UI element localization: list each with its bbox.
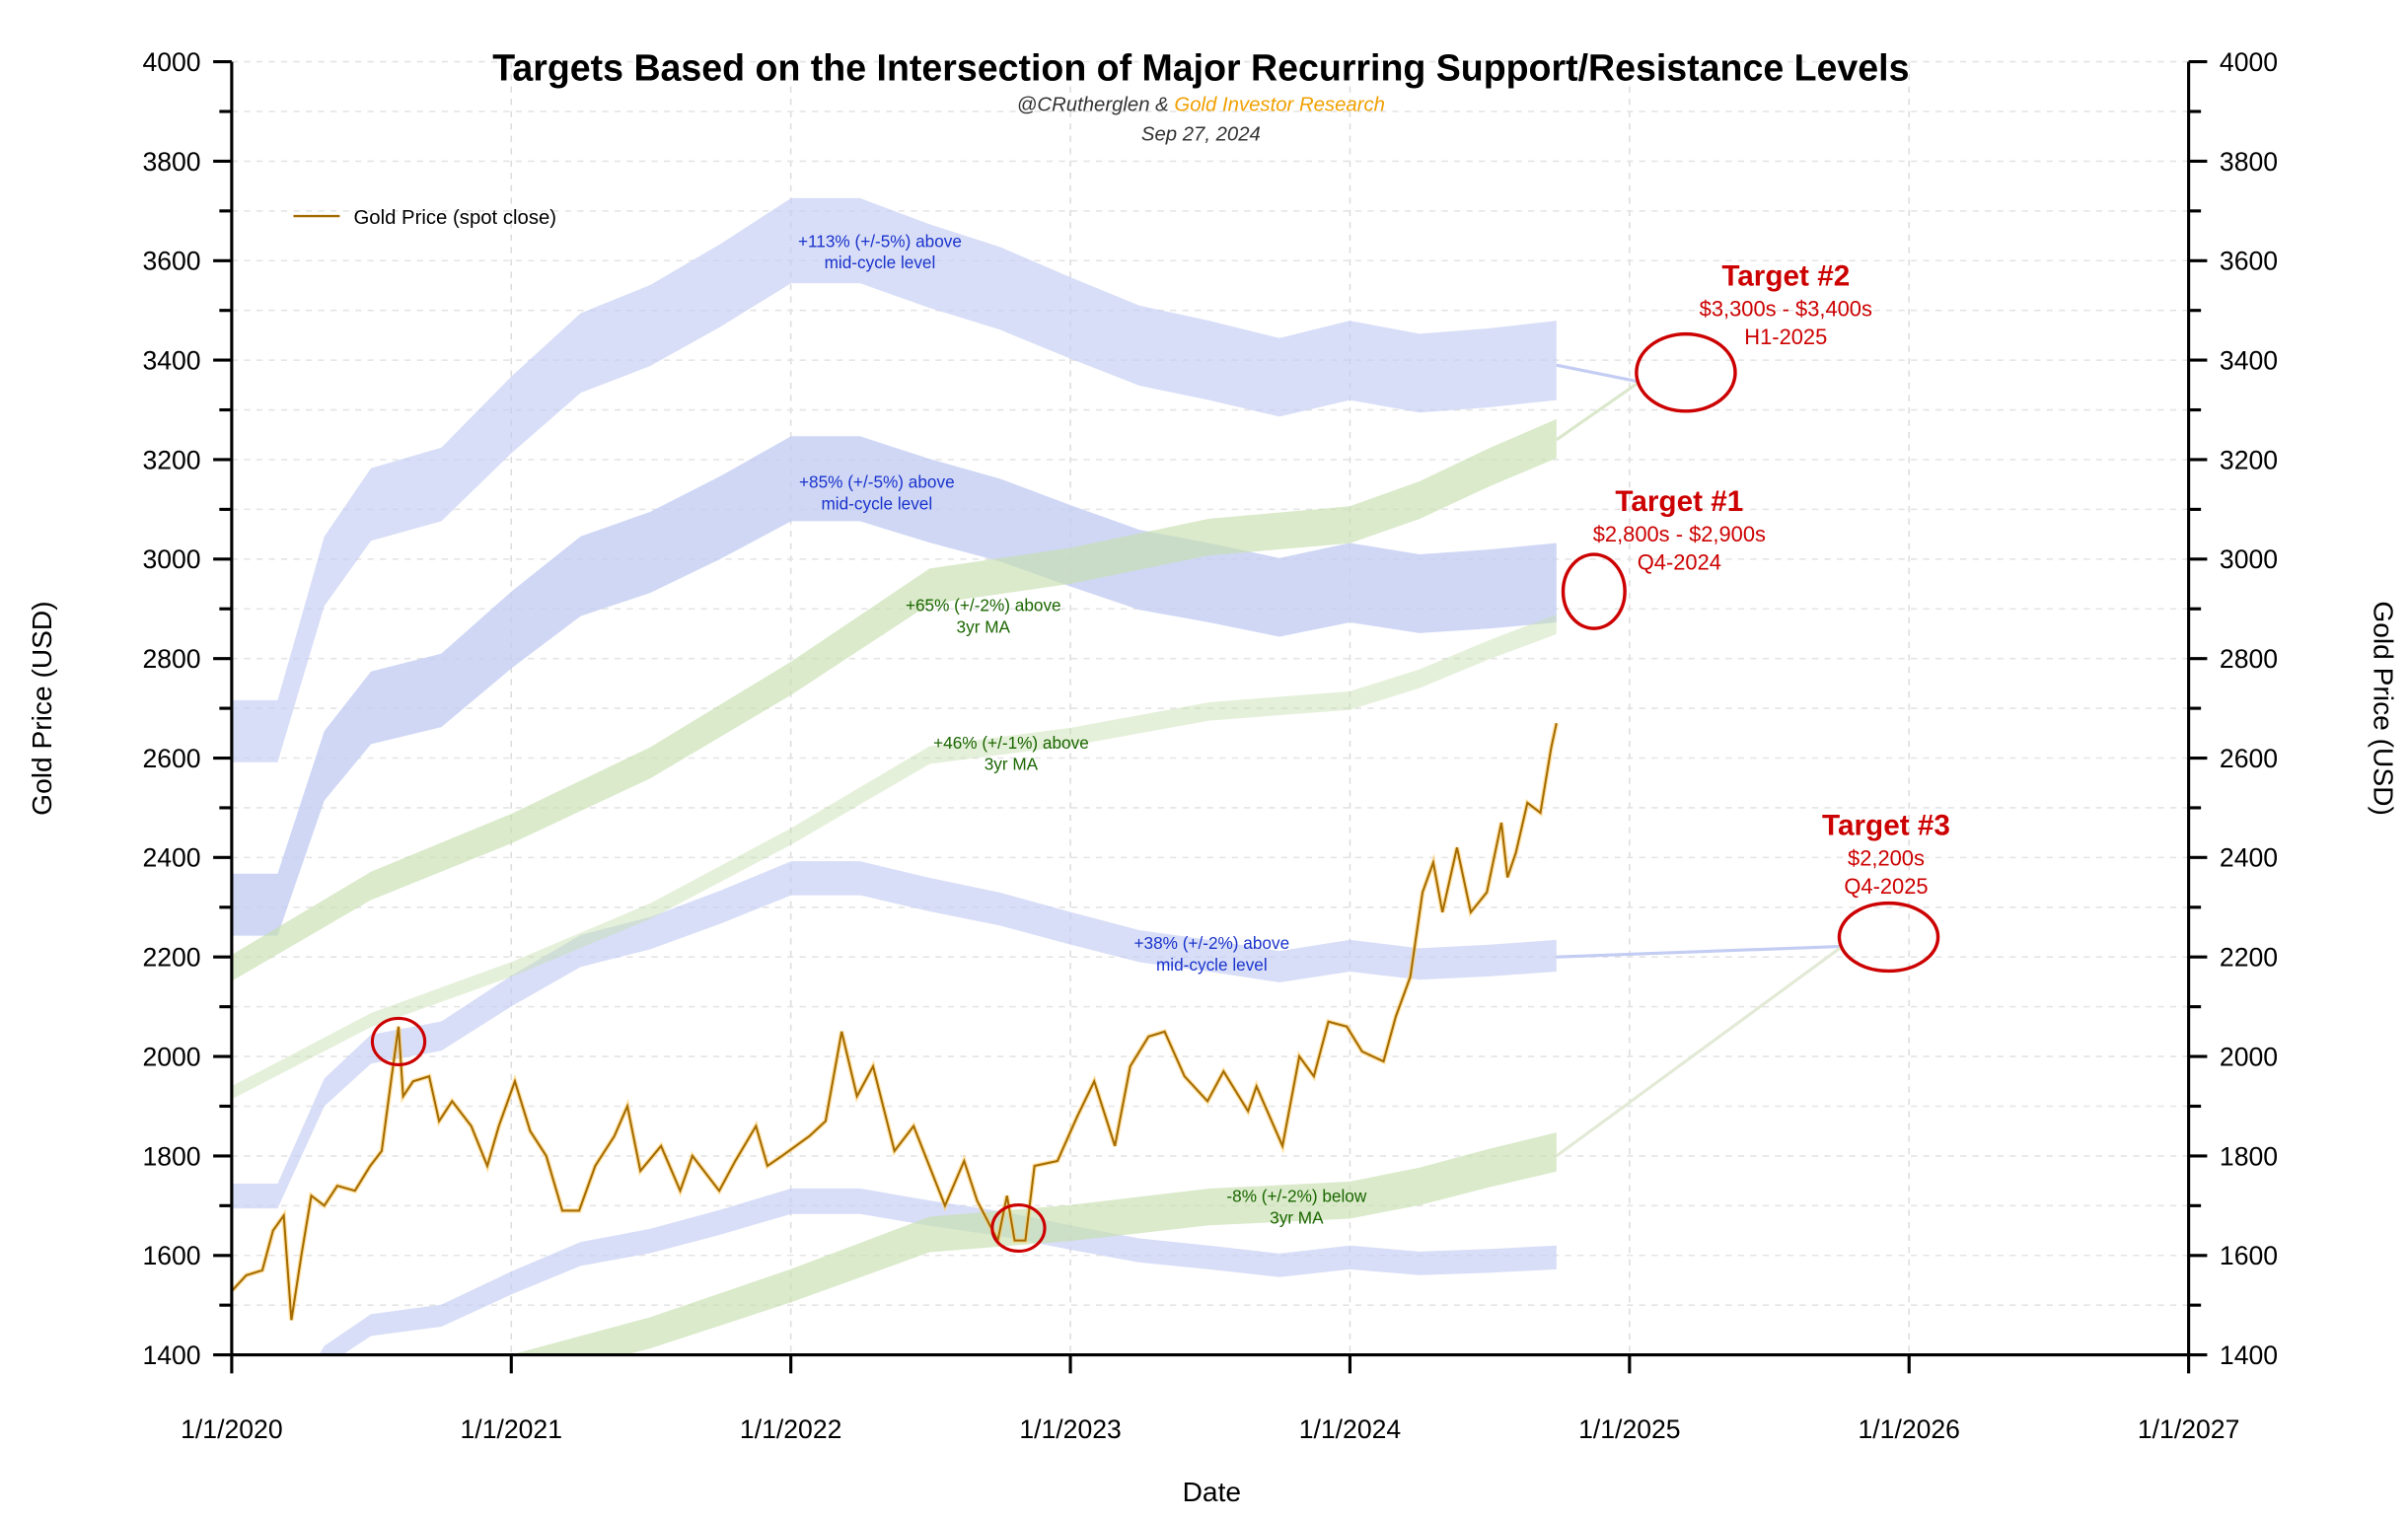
x-tick-label: 1/1/2027 bbox=[2138, 1414, 2239, 1444]
target-title: Target #2 bbox=[1721, 259, 1850, 292]
x-tick-label: 1/1/2024 bbox=[1299, 1414, 1401, 1444]
band-label: +85% (+/-5%) above bbox=[799, 471, 955, 491]
target-range: $2,200s bbox=[1848, 846, 1925, 871]
y-tick-label-left: 1800 bbox=[142, 1141, 200, 1171]
band-label: mid-cycle level bbox=[825, 253, 936, 272]
y-tick-label-right: 3600 bbox=[2220, 247, 2278, 276]
y-tick-label-left: 3000 bbox=[142, 544, 200, 574]
target-period: Q4-2025 bbox=[1844, 874, 1928, 899]
y-tick-label-right: 2200 bbox=[2220, 943, 2278, 973]
band-label: 3yr MA bbox=[957, 616, 1011, 636]
subtitle-author: @CRutherglen & bbox=[1017, 95, 1169, 116]
band-label: +113% (+/-5%) above bbox=[798, 231, 962, 251]
y-tick-label-left: 2200 bbox=[142, 943, 200, 973]
band-85pct bbox=[231, 436, 1557, 936]
chart-title: Targets Based on the Intersection of Maj… bbox=[492, 46, 1909, 88]
y-tick-label-right: 1800 bbox=[2220, 1141, 2278, 1171]
band-label: +46% (+/-1%) above bbox=[933, 733, 1089, 753]
band-label: mid-cycle level bbox=[821, 493, 932, 513]
y-tick-label-left: 3600 bbox=[142, 247, 200, 276]
target-circle bbox=[1561, 552, 1627, 630]
chart-date: Sep 27, 2024 bbox=[1141, 123, 1261, 145]
axes: 1400 1400 1600 1600 1800 1800 2000 2000 2200 2200… bbox=[142, 47, 2278, 1444]
y-tick-label-right: 2600 bbox=[2220, 744, 2278, 773]
target-connector bbox=[1556, 363, 1641, 384]
y-tick-label-left: 4000 bbox=[142, 47, 200, 77]
highlight-circle bbox=[370, 1016, 427, 1066]
y-tick-label-right: 1600 bbox=[2220, 1241, 2278, 1270]
highlight-circle bbox=[990, 1202, 1047, 1254]
y-tick-label-left: 2600 bbox=[142, 744, 200, 773]
y-tick-label-left: 3200 bbox=[142, 445, 200, 474]
band-113pct bbox=[231, 197, 1557, 762]
x-tick-label: 1/1/2026 bbox=[1859, 1414, 1960, 1444]
y-tick-label-left: 1400 bbox=[142, 1340, 200, 1370]
y-axis-label-right: Gold Price (USD) bbox=[2368, 601, 2398, 815]
band-label: mid-cycle level bbox=[1156, 955, 1268, 975]
target-connector bbox=[1555, 380, 1641, 442]
target-range: $2,800s - $2,900s bbox=[1593, 522, 1766, 546]
x-tick-label: 1/1/2025 bbox=[1578, 1414, 1680, 1444]
y-tick-label-left: 2000 bbox=[142, 1042, 200, 1071]
y-axis-label-left: Gold Price (USD) bbox=[27, 601, 57, 815]
y-tick-label-right: 4000 bbox=[2220, 47, 2278, 77]
y-tick-label-right: 2800 bbox=[2220, 644, 2278, 674]
band--8pct bbox=[510, 1132, 1557, 1355]
y-tick-label-left: 3400 bbox=[142, 346, 200, 376]
x-tick-label: 1/1/2020 bbox=[181, 1414, 282, 1444]
gold-price-line bbox=[231, 723, 1558, 1321]
target-period: H1-2025 bbox=[1744, 325, 1827, 349]
chart-subtitle: @CRutherglen & Gold Investor Research bbox=[1017, 95, 1385, 116]
legend-label-gold: Gold Price (spot close) bbox=[353, 207, 556, 229]
band-38pct bbox=[231, 861, 1557, 1209]
band-label: +38% (+/-2%) above bbox=[1133, 933, 1289, 953]
target-title: Target #1 bbox=[1615, 485, 1743, 518]
target-title: Target #3 bbox=[1822, 809, 1950, 841]
target-connector bbox=[1555, 945, 1844, 1158]
legend: Gold Price (spot close) bbox=[293, 207, 556, 229]
subtitle-org: Gold Investor Research bbox=[1174, 95, 1385, 116]
target-circle bbox=[1837, 901, 1940, 974]
band-label: 3yr MA bbox=[985, 755, 1039, 774]
y-tick-label-right: 3000 bbox=[2220, 544, 2278, 574]
target-connector bbox=[1556, 944, 1843, 959]
y-tick-label-right: 3400 bbox=[2220, 346, 2278, 376]
y-tick-label-left: 2400 bbox=[142, 843, 200, 873]
target-range: $3,300s - $3,400s bbox=[1700, 297, 1872, 322]
target-circle bbox=[1635, 331, 1737, 413]
y-tick-label-right: 2400 bbox=[2220, 843, 2278, 873]
y-tick-label-right: 2000 bbox=[2220, 1042, 2278, 1071]
bands bbox=[231, 197, 1557, 1355]
y-tick-label-right: 3800 bbox=[2220, 147, 2278, 177]
y-tick-label-left: 2800 bbox=[142, 644, 200, 674]
x-axis-label: Date bbox=[1183, 1477, 1241, 1507]
x-tick-label: 1/1/2023 bbox=[1019, 1414, 1121, 1444]
band-label: 3yr MA bbox=[1270, 1208, 1324, 1228]
gold-series bbox=[230, 722, 1560, 1321]
target-connectors bbox=[1555, 363, 1844, 1158]
band-label: +65% (+/-2%) above bbox=[906, 596, 1061, 615]
band-label: -8% (+/-2%) below bbox=[1226, 1187, 1366, 1206]
y-tick-label-left: 3800 bbox=[142, 147, 200, 177]
y-tick-label-right: 1400 bbox=[2220, 1340, 2278, 1370]
target-period: Q4-2024 bbox=[1638, 549, 1721, 574]
y-tick-label-left: 1600 bbox=[142, 1241, 200, 1270]
x-tick-label: 1/1/2021 bbox=[461, 1414, 562, 1444]
x-tick-label: 1/1/2022 bbox=[740, 1414, 841, 1444]
y-tick-label-right: 3200 bbox=[2220, 445, 2278, 474]
